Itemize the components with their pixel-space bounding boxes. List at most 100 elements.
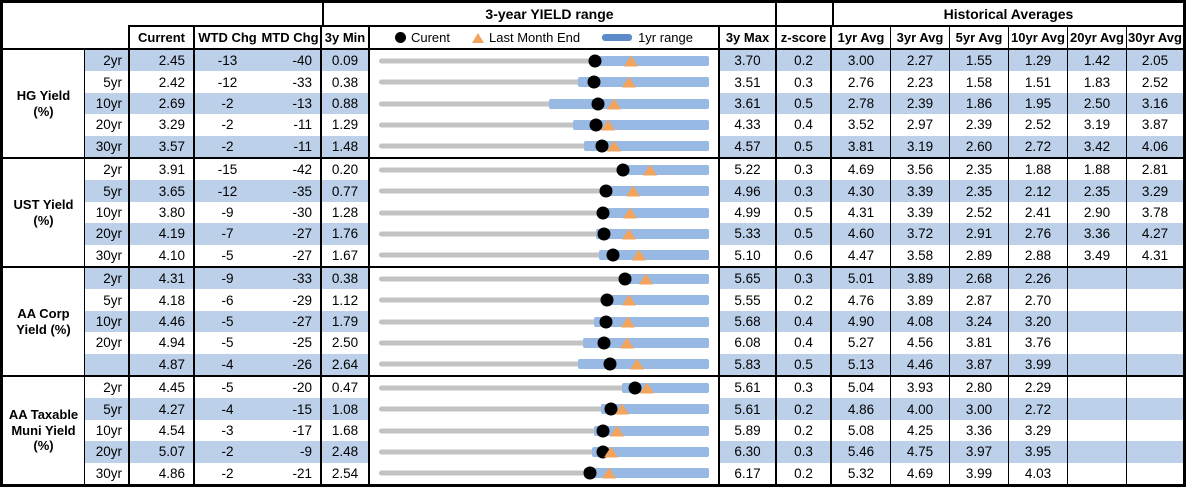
group-label: UST Yield (%)	[3, 159, 85, 266]
range-chart-track	[379, 136, 709, 157]
three-year-range-line	[379, 297, 709, 303]
avg-cell: 3.24	[950, 310, 1009, 333]
avg-cell: 4.76	[832, 289, 891, 311]
min-3y-cell: 0.88	[322, 92, 370, 115]
max-3y-cell: 5.61	[720, 398, 777, 420]
wtd-chg-cell: -12	[217, 74, 238, 90]
wtd-chg-cell: -2	[221, 465, 234, 481]
range-chart-cell	[370, 462, 720, 485]
group-label: AA Corp Yield (%)	[3, 268, 85, 375]
z-score-cell: 0.2	[777, 419, 832, 442]
wtd-chg-cell: -6	[221, 292, 234, 308]
avg-cell: 2.29	[1009, 377, 1068, 399]
tenor-cell: 20yr	[85, 114, 130, 136]
range-chart-track	[379, 268, 709, 289]
avg-cell	[1068, 398, 1127, 420]
tenor-cell	[85, 353, 130, 376]
last-month-end-triangle-marker	[640, 382, 655, 394]
mtd-chg-column-header: MTD Chg	[260, 25, 322, 48]
avg-cell: 2.89	[950, 244, 1009, 267]
range-chart-cell	[370, 201, 720, 224]
range-chart-cell	[370, 223, 720, 245]
avg-cell	[1127, 420, 1183, 441]
avg-cell	[1068, 332, 1127, 354]
range-chart-cell	[370, 268, 720, 290]
legend-current-label: Curent	[410, 30, 451, 45]
avg-cell: 1.29	[1009, 50, 1068, 72]
z-score-column-header: z-score	[777, 25, 832, 48]
legend-1yr-range: 1yr range	[602, 30, 693, 45]
table-section: AA Corp Yield (%) 2yr 4.31 -9 -33 0.38 5.65 0.3…	[3, 268, 1183, 377]
min-3y-cell: 0.77	[322, 180, 370, 202]
range-chart-cell	[370, 159, 720, 181]
avg-cell: 2.81	[1141, 162, 1169, 178]
table-row: 30yr 4.86 -2 -21 2.54 6.17 0.2 5.32 4.69 3.99 4.03	[85, 462, 1183, 485]
avg-cell: 1.55	[950, 50, 1009, 72]
range-chart-cell	[370, 92, 720, 115]
max-3y-cell: 5.65	[720, 268, 777, 290]
min-3y-cell: 2.54	[322, 462, 370, 485]
z-score-cell: 0.2	[777, 462, 832, 485]
max-3y-cell: 5.89	[720, 419, 777, 442]
avg-cell: 3.56	[891, 159, 950, 181]
current-dot-marker	[604, 402, 618, 416]
z-score-cell: 0.3	[777, 441, 832, 463]
z-score-cell: 0.5	[777, 135, 832, 158]
one-year-range-bar	[601, 404, 709, 415]
current-dot-marker	[596, 424, 610, 438]
min-3y-cell: 1.29	[322, 114, 370, 136]
tenor-cell: 30yr	[85, 135, 130, 158]
range-chart-cell	[370, 332, 720, 354]
table-row: 20yr 5.07 -2 -9 2.48 6.30 0.3 5.46 4.75 3.97 3.95	[85, 441, 1183, 463]
mtd-chg-cell: -20	[260, 377, 322, 399]
last-month-end-triangle-marker	[621, 294, 636, 306]
legend-last-month-end: Last Month End	[472, 30, 580, 45]
chart-legend: Curent Last Month End 1yr range	[370, 25, 720, 48]
avg-cell	[1068, 289, 1127, 311]
avg-cell: 2.97	[891, 114, 950, 136]
z-score-cell: 0.2	[777, 398, 832, 420]
avg-cell: 2.35	[1068, 180, 1127, 202]
avg-cell: 5.46	[832, 441, 891, 463]
table-section: UST Yield (%) 2yr 3.91 -15 -42 0.20 5.22 0.3 4.6…	[3, 159, 1183, 268]
table-row: 2yr 3.91 -15 -42 0.20 5.22 0.3 4.69 3.56 2.35 1.88…	[85, 159, 1183, 181]
avg-cell: 1.51	[1009, 71, 1068, 93]
range-chart-track	[379, 202, 709, 223]
table-row: 30yr 4.10 -5 -27 1.67 5.10 0.6 4.47 3.58 2.89 2.88…	[85, 244, 1183, 267]
avg-cell: 3.20	[1009, 310, 1068, 333]
avg-cell: 4.47	[832, 244, 891, 267]
range-chart-cell	[370, 289, 720, 311]
avg-cell: 3.00	[950, 398, 1009, 420]
max-3y-cell: 4.57	[720, 135, 777, 158]
last-month-end-triangle-marker	[606, 98, 621, 110]
range-chart-track	[379, 420, 709, 441]
wtd-chg-cell: -2	[195, 135, 260, 158]
section-rows: 2yr 4.31 -9 -33 0.38 5.65 0.3 5.01 3.89 2.68 2.26 5…	[85, 268, 1183, 376]
tenor-cell: 5yr	[85, 398, 130, 420]
three-year-range-line	[379, 79, 709, 85]
current-cell: 2.69	[130, 92, 195, 115]
wtd-chg-cell: -2	[195, 92, 260, 115]
group-label: AA Taxable Muni Yield (%)	[3, 377, 85, 484]
mtd-chg-cell: -25	[260, 332, 322, 354]
three-year-range-line	[379, 143, 709, 149]
avg-cell: 2.88	[1009, 244, 1068, 267]
one-year-range-bar	[593, 425, 709, 436]
avg-cell: 4.46	[891, 353, 950, 376]
avg-cell: 3.16	[1127, 92, 1183, 115]
one-year-range-bar	[584, 141, 709, 152]
table-row: 2yr 2.45 -13 -40 0.09 3.70 0.2 3.00 2.27 1.55 1.29…	[85, 50, 1183, 72]
one-year-range-bar	[594, 316, 709, 327]
three-year-range-line	[379, 252, 709, 258]
avg-cell: 2.27	[891, 50, 950, 72]
current-column-header: Current	[130, 25, 195, 48]
mtd-chg-cell: -42	[260, 159, 322, 181]
avg-cell: 3.39	[891, 201, 950, 224]
avg-cell: 3.87	[950, 353, 1009, 376]
avg-20yr-column-header: 20yr Avg	[1068, 25, 1127, 48]
section-rows: 2yr 4.45 -5 -20 0.47 5.61 0.3 5.04 3.93 2.80 2.29 5…	[85, 377, 1183, 485]
range-chart-cell	[370, 114, 720, 136]
avg-cell: 3.00	[832, 50, 891, 72]
legend-current: Curent	[394, 30, 451, 45]
current-cell: 2.42	[130, 71, 195, 93]
